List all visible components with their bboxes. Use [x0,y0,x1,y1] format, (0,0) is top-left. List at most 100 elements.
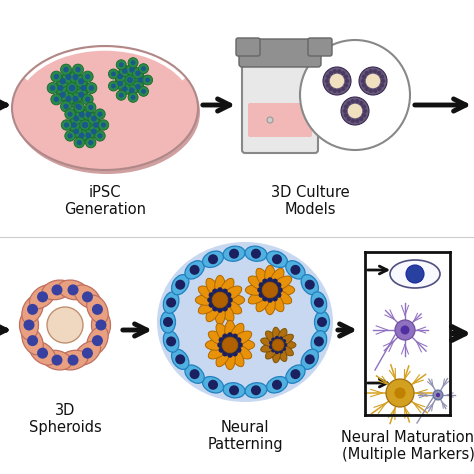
Circle shape [50,85,55,91]
Circle shape [118,93,124,98]
Circle shape [56,89,69,101]
Circle shape [77,140,82,145]
Circle shape [271,337,275,342]
Circle shape [51,71,62,82]
Circle shape [135,71,141,76]
Circle shape [395,320,415,340]
Ellipse shape [198,286,218,301]
Ellipse shape [264,292,275,315]
FancyBboxPatch shape [242,57,318,153]
Circle shape [222,306,228,311]
Circle shape [143,75,153,85]
Circle shape [65,131,75,141]
Ellipse shape [301,274,319,295]
Circle shape [127,77,133,83]
Circle shape [85,102,96,113]
Circle shape [77,82,90,94]
Ellipse shape [277,328,287,344]
Ellipse shape [19,310,38,340]
Circle shape [346,101,351,105]
Circle shape [272,279,278,284]
Ellipse shape [280,341,296,349]
Circle shape [212,289,218,294]
Circle shape [130,95,136,100]
Circle shape [314,298,324,308]
Circle shape [359,117,364,121]
Circle shape [132,81,144,92]
Circle shape [373,89,377,93]
Circle shape [401,326,410,335]
Circle shape [258,292,264,298]
Circle shape [67,284,79,295]
Circle shape [82,71,93,82]
Circle shape [119,83,130,95]
Circle shape [74,102,84,113]
Circle shape [362,113,366,118]
Circle shape [85,97,91,102]
Circle shape [73,101,83,112]
Circle shape [330,74,344,88]
Circle shape [208,380,218,390]
Text: 3D
Spheroids: 3D Spheroids [28,403,101,436]
Circle shape [85,112,91,118]
Ellipse shape [266,376,287,393]
Circle shape [74,137,84,148]
Ellipse shape [277,346,287,362]
Circle shape [369,89,373,93]
Circle shape [129,67,135,73]
Circle shape [85,137,96,148]
Circle shape [344,113,348,118]
Circle shape [69,93,82,105]
Circle shape [138,64,148,73]
Ellipse shape [279,345,293,356]
Circle shape [314,337,324,346]
Circle shape [141,89,146,94]
Ellipse shape [87,327,108,355]
Circle shape [190,265,200,275]
Circle shape [126,85,137,96]
Circle shape [267,277,273,283]
Circle shape [85,132,91,138]
Circle shape [95,131,105,141]
Ellipse shape [74,341,100,365]
Circle shape [362,74,366,79]
Circle shape [212,306,218,311]
Ellipse shape [222,286,242,301]
Circle shape [365,71,369,75]
Circle shape [377,71,382,75]
Circle shape [251,249,261,259]
Ellipse shape [172,349,189,369]
Circle shape [175,280,185,290]
Circle shape [344,74,348,79]
Circle shape [209,292,214,298]
Ellipse shape [58,280,88,300]
Circle shape [267,297,273,303]
Circle shape [82,109,94,120]
Circle shape [132,68,144,79]
Circle shape [282,347,286,351]
Circle shape [305,280,315,290]
Circle shape [116,60,126,70]
Circle shape [272,380,282,390]
Circle shape [208,254,218,264]
Ellipse shape [202,251,224,267]
Ellipse shape [311,292,327,313]
Ellipse shape [219,302,234,322]
Circle shape [326,74,330,79]
Circle shape [91,128,97,134]
Circle shape [82,292,93,302]
Text: Neural
Patterning: Neural Patterning [207,420,283,452]
Text: 3D Culture
Models: 3D Culture Models [271,185,349,218]
Circle shape [217,307,223,313]
Circle shape [207,297,213,303]
Circle shape [119,65,130,77]
Circle shape [325,79,329,83]
Ellipse shape [232,345,252,359]
Circle shape [279,349,283,354]
Circle shape [69,71,82,83]
Circle shape [209,302,214,308]
Circle shape [61,64,72,75]
Circle shape [137,77,143,83]
Circle shape [355,118,359,123]
Ellipse shape [225,320,235,342]
